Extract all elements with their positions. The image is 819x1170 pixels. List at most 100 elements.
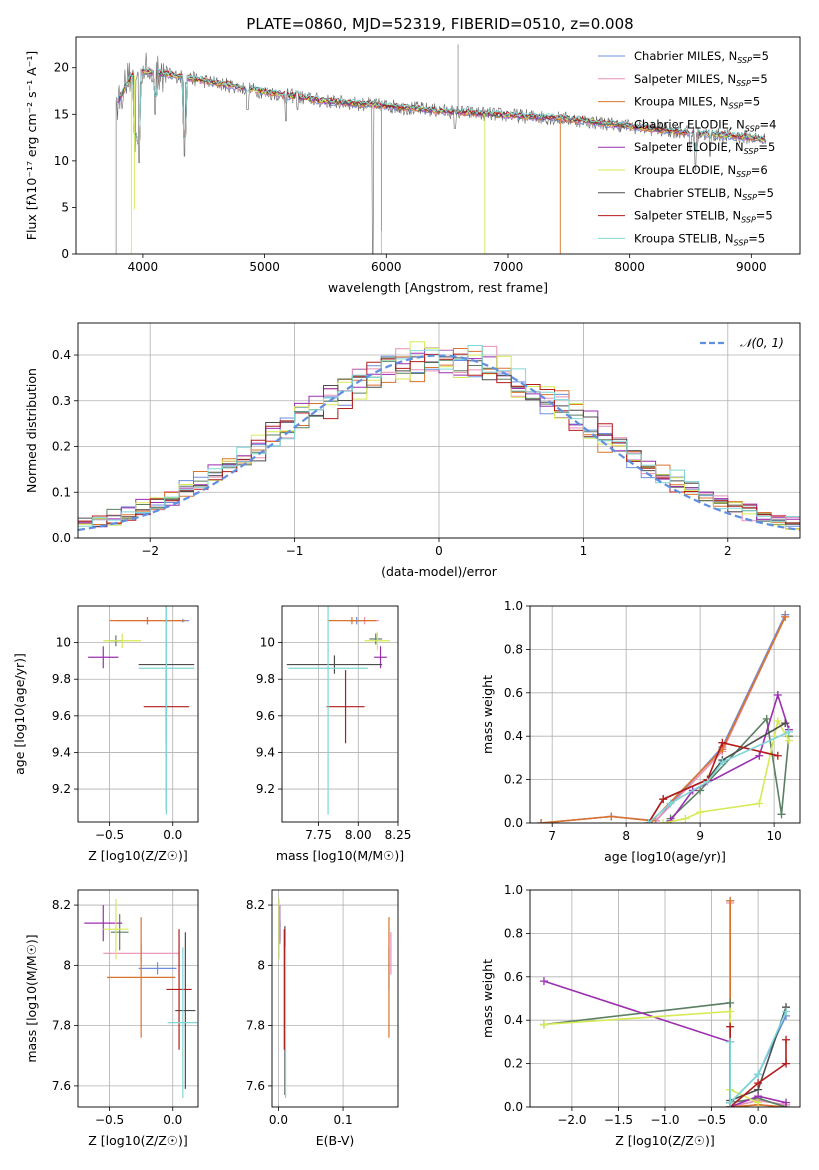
plot-area xyxy=(78,341,800,538)
plot-area xyxy=(278,899,392,1098)
errorbar-chabrier-elodie xyxy=(369,633,383,645)
weight-marker xyxy=(773,717,782,726)
x-axis-label: Z [log10(Z/Z☉)] xyxy=(88,848,188,863)
chart-mass-vs-ebv: 0.0 0.1 7.6 7.8 8 8.2 E(B-V) xyxy=(246,889,399,1148)
legend: Chabrier MILES, NSSP=5 Salpeter MILES, NS… xyxy=(598,49,776,247)
chart-age-vs-z: −0.5 0.0 9.2 9.4 9.6 9.8 10 Z [log10(Z/Z☉)] age … xyxy=(12,605,199,863)
x-tick-label: −2.0 xyxy=(557,1113,586,1127)
y-axis-label: mass weight xyxy=(480,959,495,1038)
errorbar-kroupa-stelib xyxy=(138,606,195,815)
axes-frame xyxy=(281,605,399,823)
x-tick-label: 6000 xyxy=(371,260,402,274)
x-tick-label: 8000 xyxy=(614,260,645,274)
x-tick-label: −1 xyxy=(286,544,304,558)
weight-marker xyxy=(754,1079,763,1088)
weight-marker xyxy=(659,819,668,823)
y-axis-label: mass [log10(M/M☉)] xyxy=(24,934,39,1062)
y-tick-label: 5 xyxy=(61,200,69,214)
y-tick-label: 9.6 xyxy=(52,709,71,723)
weight-marker xyxy=(781,719,790,728)
chart-weight-vs-z: −2.0 −1.5 −1.0 −0.5 0.0 0.0 0.2 0.4 0.6 0.8 1.0 Z [… xyxy=(480,883,801,1148)
y-tick-label: 7.8 xyxy=(52,1019,71,1033)
plot-area xyxy=(286,606,391,815)
errorbar-kroupa-stelib xyxy=(167,947,198,1098)
x-tick-label: −2 xyxy=(141,544,159,558)
weight-marker xyxy=(782,1059,791,1068)
x-axis-label: age [log10(age/yr)] xyxy=(604,849,726,864)
errorbar-kroupa-stelib xyxy=(288,606,368,815)
histogram-kroupa-stelib xyxy=(78,345,800,538)
weight-marker xyxy=(784,736,793,745)
weight-line-kroupa-miles xyxy=(541,616,786,823)
x-tick-label: 2 xyxy=(724,544,732,558)
y-tick-label: 0.2 xyxy=(504,773,523,787)
y-tick-label: 7.6 xyxy=(52,1079,71,1093)
errorbar-kroupa-miles xyxy=(107,917,176,1038)
x-axis-label: (data-model)/error xyxy=(381,564,498,579)
axes-frame xyxy=(77,605,199,823)
legend-label: Salpeter STELIB, NSSP=5 xyxy=(634,209,773,225)
legend-label: Kroupa STELIB, NSSP=5 xyxy=(634,231,765,247)
axes-frame xyxy=(271,889,399,1108)
y-tick-label: 0.0 xyxy=(504,1100,523,1114)
weight-marker xyxy=(718,738,727,747)
y-tick-label: 0.1 xyxy=(52,485,71,499)
weight-marker xyxy=(726,1022,735,1031)
x-tick-label: −0.5 xyxy=(95,828,124,842)
model-spectrum-salpeter-stelib xyxy=(117,68,766,153)
weight-marker xyxy=(696,808,705,817)
errorbar-chabrier-stelib xyxy=(175,932,196,1089)
x-tick-label: 10 xyxy=(766,829,781,843)
errorbar-kroupa-elodie xyxy=(103,899,129,960)
weight-marker xyxy=(681,814,690,823)
x-tick-label: 9 xyxy=(696,829,704,843)
y-axis-label: mass weight xyxy=(480,675,495,754)
y-tick-label: 0.2 xyxy=(504,1057,523,1071)
axes-frame xyxy=(77,889,199,1108)
y-tick-label: 7.6 xyxy=(246,1079,265,1093)
legend-label: Kroupa MILES, NSSP=5 xyxy=(634,95,760,111)
legend-label: Chabrier MILES, NSSP=5 xyxy=(634,49,769,65)
weight-marker xyxy=(755,751,764,760)
y-axis-label: age [log10(age/yr)] xyxy=(12,653,27,775)
y-tick-label: 1.0 xyxy=(504,883,523,897)
weight-line-kroupa-elodie xyxy=(663,718,790,823)
y-tick-label: 9.4 xyxy=(256,745,275,759)
weight-marker xyxy=(762,714,771,723)
x-tick-label: 5000 xyxy=(249,260,280,274)
x-tick-label: 0.0 xyxy=(749,1113,768,1127)
x-tick-label: −0.5 xyxy=(697,1113,726,1127)
errorbar-salpeter-elodie xyxy=(84,905,123,942)
x-tick-label: 0.0 xyxy=(163,1113,182,1127)
weight-marker xyxy=(754,1098,763,1107)
errorbar-chabrier-miles xyxy=(138,962,177,975)
y-tick-label: 8 xyxy=(257,958,265,972)
plot-area xyxy=(539,896,791,1107)
chart-spectrum: 4000 5000 6000 7000 8000 9000 0 5 10 15 20 waveleng… xyxy=(24,36,801,295)
legend-label: Kroupa ELODIE, NSSP=6 xyxy=(634,163,768,179)
y-tick-label: 10 xyxy=(54,154,69,168)
weight-line-salpeter-elodie xyxy=(543,980,787,1107)
legend-label: Chabrier STELIB, NSSP=5 xyxy=(634,186,774,202)
weight-line-kroupa-stelib xyxy=(729,1011,787,1105)
x-axis-label: wavelength [Angstrom, rest frame] xyxy=(328,280,548,295)
y-tick-label: 9.2 xyxy=(256,782,275,796)
weight-line-kroupa-elodie xyxy=(543,1010,759,1104)
weight-marker xyxy=(726,998,735,1007)
weight-marker xyxy=(726,1037,735,1046)
y-tick-label: 0.6 xyxy=(504,686,523,700)
weight-marker xyxy=(539,1020,548,1029)
y-tick-label: 10 xyxy=(260,636,275,650)
weight-marker xyxy=(782,1007,791,1016)
y-tick-label: 0.4 xyxy=(504,729,523,743)
y-tick-label: 9.6 xyxy=(256,709,275,723)
y-tick-label: 0.6 xyxy=(504,970,523,984)
x-tick-label: 9000 xyxy=(736,260,767,274)
weight-marker xyxy=(782,1098,791,1107)
axes-frame xyxy=(75,36,801,255)
x-tick-label: 1 xyxy=(580,544,588,558)
x-tick-label: −0.5 xyxy=(95,1113,124,1127)
weight-marker xyxy=(539,977,548,986)
x-tick-label: 4000 xyxy=(128,260,159,274)
